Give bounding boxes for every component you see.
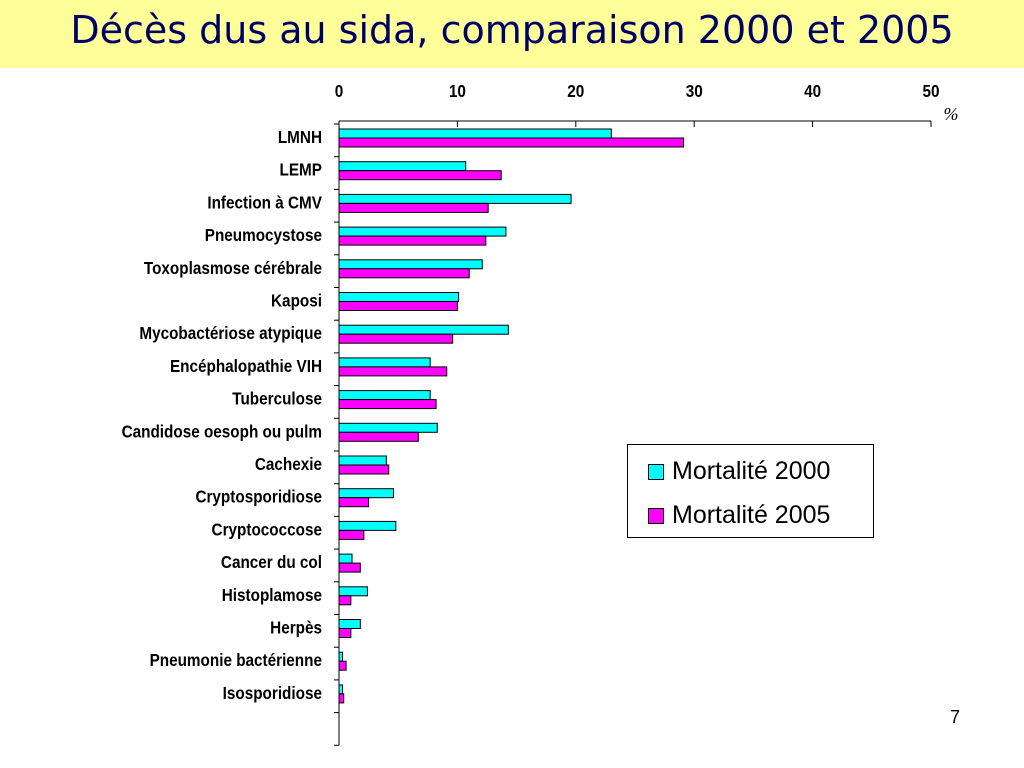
- bar-2005: [338, 693, 345, 704]
- bar-2000: [338, 422, 438, 433]
- bar-2000: [338, 226, 507, 237]
- legend-swatch-2005: [648, 507, 664, 524]
- bar-2000: [338, 292, 460, 302]
- bar-2000: [338, 357, 431, 368]
- bar-2000: [338, 520, 397, 531]
- bar-2000: [338, 259, 483, 270]
- category-label: LEMP: [280, 160, 322, 180]
- slide-title: Décès dus au sida, comparaison 2000 et 2…: [70, 8, 954, 52]
- category-label: Mycobactériose atypique: [139, 323, 322, 343]
- category-label: Histoplamose: [222, 585, 322, 605]
- x-tick-label: 10: [449, 81, 466, 101]
- bar-2000: [338, 128, 612, 139]
- category-label: LMNH: [278, 127, 322, 147]
- category-label: Kaposi: [271, 290, 322, 310]
- category-label: Encéphalopathie VIH: [170, 356, 322, 376]
- legend-label-2005: Mortalité 2005: [672, 501, 831, 529]
- x-tick-label: 40: [804, 81, 821, 101]
- bar-2000: [338, 161, 467, 172]
- bar-2005: [338, 366, 448, 377]
- bar-2005: [338, 529, 365, 540]
- category-label: Candidose oesoph ou pulm: [122, 421, 322, 441]
- bar-2005: [338, 333, 454, 344]
- bar-2005: [338, 431, 419, 442]
- x-tick-label: 30: [686, 81, 703, 101]
- category-label: Pneumocystose: [205, 225, 322, 245]
- bar-2005: [338, 268, 470, 279]
- x-tick-label: 0: [335, 81, 344, 101]
- bar-2005: [338, 170, 502, 181]
- category-label: Pneumonie bactérienne: [150, 650, 322, 670]
- x-unit-label: %: [944, 104, 959, 124]
- bar-2000: [338, 193, 572, 204]
- bar-2005: [338, 202, 489, 213]
- x-tick-label: 20: [567, 81, 584, 101]
- bar-2005: [338, 301, 458, 311]
- bar-2005: [338, 595, 352, 606]
- bar-2000: [338, 684, 344, 695]
- bar-2000: [338, 651, 344, 662]
- bar-2005: [338, 235, 487, 246]
- legend-label-2000: Mortalité 2000: [672, 457, 831, 485]
- bar-2005: [338, 497, 370, 508]
- category-label: Tuberculose: [232, 388, 322, 408]
- category-label: Cachexie: [255, 454, 322, 474]
- bar-2000: [338, 324, 509, 335]
- bar-2000: [338, 586, 368, 597]
- x-tick-label: 50: [922, 81, 939, 101]
- bar-2000: [338, 390, 431, 401]
- bar-2000: [338, 488, 394, 499]
- chart-legend: Mortalité 2000 Mortalité 2005: [627, 444, 874, 538]
- bar-2005: [338, 660, 347, 671]
- category-label: Infection à CMV: [207, 192, 322, 212]
- title-band: [0, 0, 1024, 68]
- page-number: 7: [950, 707, 961, 727]
- bar-2000: [338, 553, 353, 564]
- bar-2005: [338, 562, 361, 573]
- category-label: Cryptococcose: [212, 519, 322, 539]
- legend-item-2000: Mortalité 2000: [648, 457, 830, 486]
- bar-2005: [338, 628, 352, 638]
- category-label: Cryptosporidiose: [195, 487, 322, 507]
- bar-2000: [338, 455, 387, 466]
- bar-2000: [338, 619, 361, 629]
- bar-2005: [338, 464, 390, 475]
- category-label: Toxoplasmose cérébrale: [144, 258, 322, 278]
- bar-2005: [338, 137, 685, 148]
- category-label: Isosporidiose: [223, 683, 322, 703]
- category-label: Herpès: [270, 617, 322, 637]
- legend-item-2005: Mortalité 2005: [648, 501, 830, 530]
- category-label: Cancer du col: [221, 552, 322, 572]
- bar-2005: [338, 399, 437, 410]
- legend-swatch-2000: [648, 463, 664, 480]
